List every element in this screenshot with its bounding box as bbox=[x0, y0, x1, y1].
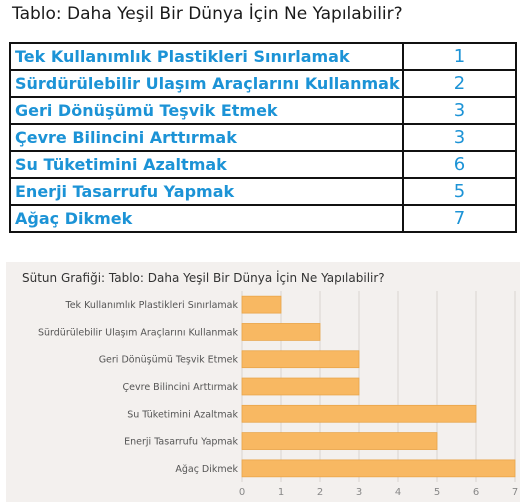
table-cell-value: 5 bbox=[402, 177, 517, 206]
table-cell-label: Çevre Bilincini Arttırmak bbox=[9, 123, 404, 152]
chart-title: Sütun Grafiği: Tablo: Daha Yeşil Bir Dün… bbox=[22, 271, 385, 285]
data-table: Tek Kullanımlık Plastikleri Sınırlamak 1 S… bbox=[9, 42, 517, 233]
table-cell-label: Su Tüketimini Azaltmak bbox=[9, 150, 404, 179]
table-cell-value: 3 bbox=[402, 123, 517, 152]
y-category-label: Sürdürülebilir Ulaşım Araçlarını Kullanm… bbox=[38, 327, 239, 338]
table-row: Su Tüketimini Azaltmak 6 bbox=[9, 150, 517, 179]
y-category-label: Tek Kullanımlık Plastikleri Sınırlamak bbox=[65, 300, 239, 311]
y-category-label: Su Tüketimini Azaltmak bbox=[127, 409, 238, 420]
bar-chart: 0 1 2 3 4 5 6 7 Tek Kullanımlık Plastikleri Sını… bbox=[38, 291, 518, 498]
bar bbox=[241, 295, 282, 314]
table-row: Enerji Tasarrufu Yapmak 5 bbox=[9, 177, 517, 206]
table-row: Geri Dönüşümü Teşvik Etmek 3 bbox=[9, 96, 517, 125]
table-cell-value: 2 bbox=[402, 69, 517, 98]
bar bbox=[241, 377, 360, 396]
bar bbox=[241, 404, 477, 423]
x-tick-label: 2 bbox=[317, 487, 323, 498]
table-row: Ağaç Dikmek 7 bbox=[9, 204, 517, 233]
x-tick-label: 6 bbox=[473, 487, 479, 498]
table-cell-label: Geri Dönüşümü Teşvik Etmek bbox=[9, 96, 404, 125]
table-cell-label: Ağaç Dikmek bbox=[9, 204, 404, 233]
x-tick-label: 1 bbox=[278, 487, 284, 498]
table-cell-label: Enerji Tasarrufu Yapmak bbox=[9, 177, 404, 206]
bar bbox=[241, 459, 516, 478]
table-cell-value: 1 bbox=[402, 42, 517, 71]
bar bbox=[241, 432, 438, 450]
chart-panel: Sütun Grafiği: Tablo: Daha Yeşil Bir Dün… bbox=[6, 262, 520, 502]
table-cell-value: 6 bbox=[402, 150, 517, 179]
table-cell-value: 7 bbox=[402, 204, 517, 233]
y-category-label: Ağaç Dikmek bbox=[175, 464, 238, 475]
table-row: Sürdürülebilir Ulaşım Araçlarını Kullanm… bbox=[9, 69, 517, 98]
x-tick-label: 4 bbox=[395, 487, 401, 498]
bar bbox=[241, 350, 360, 369]
x-tick-label: 7 bbox=[512, 487, 518, 498]
y-category-label: Çevre Bilincini Arttırmak bbox=[123, 382, 239, 393]
x-tick-label: 5 bbox=[434, 487, 440, 498]
table-cell-label: Tek Kullanımlık Plastikleri Sınırlamak bbox=[9, 42, 404, 71]
bar bbox=[241, 323, 321, 341]
y-category-label: Geri Dönüşümü Teşvik Etmek bbox=[99, 355, 239, 366]
table-row: Tek Kullanımlık Plastikleri Sınırlamak 1 bbox=[9, 42, 517, 71]
y-category-label: Enerji Tasarrufu Yapmak bbox=[124, 437, 238, 448]
x-tick-label: 0 bbox=[239, 487, 245, 498]
x-tick-label: 3 bbox=[356, 487, 362, 498]
page-title: Tablo: Daha Yeşil Bir Dünya İçin Ne Yapı… bbox=[12, 4, 403, 24]
table-cell-value: 3 bbox=[402, 96, 517, 125]
table-cell-label: Sürdürülebilir Ulaşım Araçlarını Kullanm… bbox=[9, 69, 404, 98]
table-row: Çevre Bilincini Arttırmak 3 bbox=[9, 123, 517, 152]
